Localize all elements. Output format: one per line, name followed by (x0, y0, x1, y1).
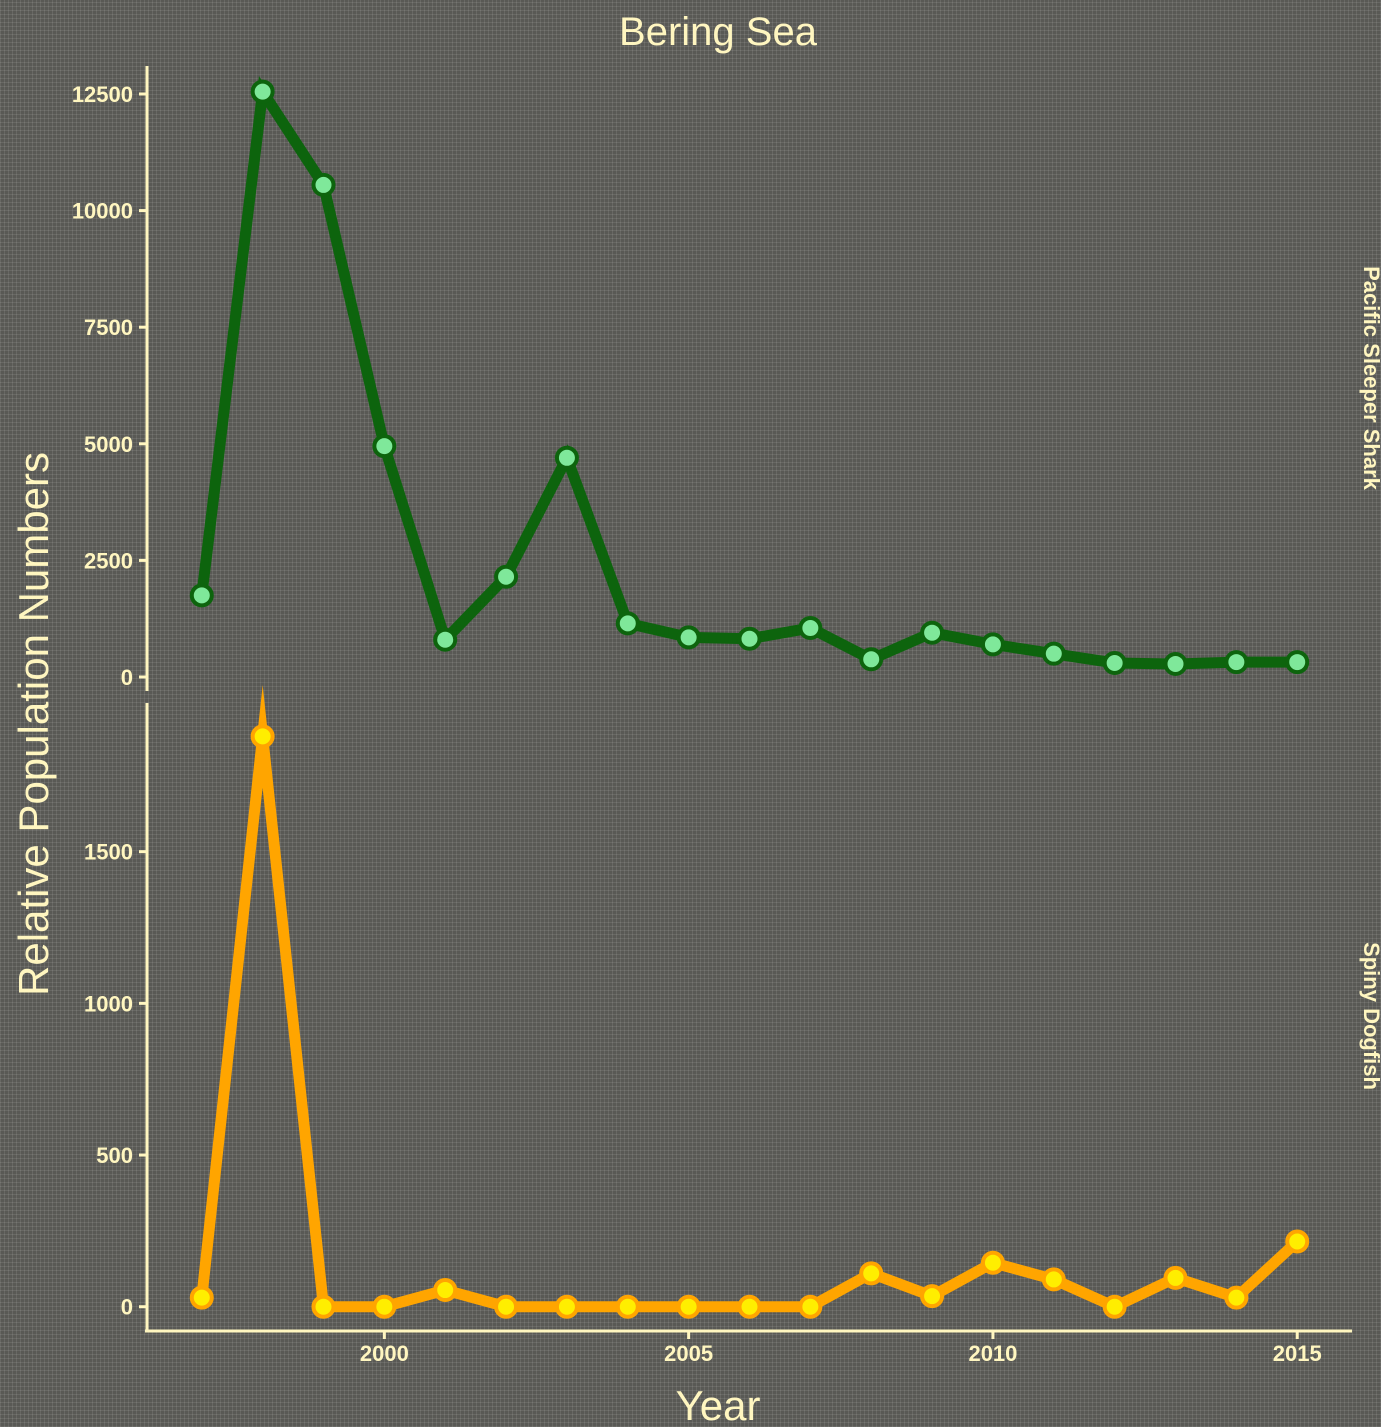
data-point-bottom (737, 1294, 762, 1319)
data-point-bottom (1285, 1229, 1310, 1254)
y-tick-label: 1000 (84, 991, 133, 1016)
chart-title: Bering Sea (619, 10, 818, 54)
data-point-top (250, 79, 275, 104)
x-tick-label: 2015 (1273, 1341, 1322, 1366)
y-tick-label: 0 (121, 1295, 133, 1320)
y-tick-label: 5000 (84, 432, 133, 457)
data-point-top (1163, 651, 1188, 676)
data-point-top (1224, 650, 1249, 675)
data-point-bottom (1224, 1285, 1249, 1310)
x-tick-label: 2000 (360, 1341, 409, 1366)
panel-spiny-dogfish: 0 500 1000 1500 Spiny Dogfish (84, 684, 1381, 1331)
y-tick-label: 500 (96, 1143, 133, 1168)
data-point-bottom (372, 1294, 397, 1319)
data-point-top (311, 172, 336, 197)
data-point-bottom (980, 1250, 1005, 1275)
data-point-top (554, 445, 579, 470)
data-point-top (615, 611, 640, 636)
data-point-top (859, 647, 884, 672)
data-point-top (189, 583, 214, 608)
strip-label-bottom: Spiny Dogfish (1359, 942, 1381, 1090)
data-point-top (372, 434, 397, 459)
x-axis-label: Year (676, 1382, 761, 1427)
y-tick-label: 7500 (84, 315, 133, 340)
data-point-top (798, 616, 823, 641)
data-point-bottom (250, 724, 275, 749)
data-point-bottom (1163, 1265, 1188, 1290)
x-tick-label: 2010 (968, 1341, 1017, 1366)
series-line-top (196, 75, 1298, 670)
data-point-top (920, 620, 945, 645)
series-line-bottom (196, 684, 1301, 1313)
data-point-top (1102, 651, 1127, 676)
data-point-bottom (615, 1294, 640, 1319)
y-tick-label: 10000 (72, 199, 133, 224)
data-point-bottom (554, 1294, 579, 1319)
data-point-bottom (920, 1284, 945, 1309)
y-ticks-top: 0 2500 5000 7500 10000 12500 (72, 82, 147, 690)
strip-label-top: Pacific Sleeper Shark (1359, 266, 1381, 491)
y-axis-label: Relative Population Numbers (10, 452, 57, 996)
data-point-bottom (859, 1261, 884, 1286)
x-tick-label: 2005 (664, 1341, 713, 1366)
data-point-bottom (676, 1294, 701, 1319)
data-point-top (494, 564, 519, 589)
data-point-top (737, 626, 762, 651)
data-point-top (1041, 641, 1066, 666)
y-ticks-bottom: 0 500 1000 1500 (84, 840, 147, 1320)
panel-pacific-sleeper-shark: 0 2500 5000 7500 10000 12500 Pacific Sleeper … (72, 66, 1381, 691)
series-top (189, 75, 1310, 676)
y-tick-label: 2500 (84, 548, 133, 573)
x-ticks: 2000 2005 2010 2015 (360, 1331, 1322, 1366)
data-point-bottom (311, 1294, 336, 1319)
data-point-top (433, 627, 458, 652)
y-tick-label: 1500 (84, 840, 133, 865)
data-point-bottom (798, 1294, 823, 1319)
data-point-top (980, 632, 1005, 657)
data-point-bottom (433, 1278, 458, 1303)
data-point-bottom (1102, 1294, 1127, 1319)
data-point-bottom (1041, 1267, 1066, 1292)
data-point-bottom (494, 1294, 519, 1319)
y-tick-label: 0 (121, 665, 133, 690)
data-point-bottom (189, 1285, 214, 1310)
data-point-top (1285, 650, 1310, 675)
y-tick-label: 12500 (72, 82, 133, 107)
data-point-top (676, 625, 701, 650)
series-bottom (189, 684, 1310, 1319)
